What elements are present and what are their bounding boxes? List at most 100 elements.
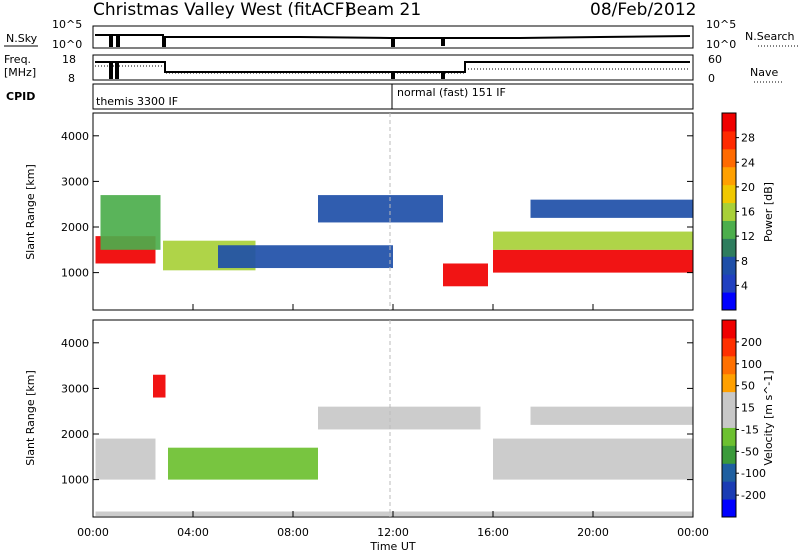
heatmap-region	[493, 438, 693, 480]
nsearch-tick-bottom: 10^0	[706, 38, 736, 51]
nsky-tick-top: 10^5	[52, 18, 82, 31]
freq-tick-top: 18	[62, 53, 76, 66]
colorbar-tick-label: 20	[741, 181, 755, 194]
heatmap-region	[318, 195, 443, 223]
nsearch-label: N.Search	[745, 30, 795, 43]
colorbar-swatch	[722, 373, 736, 393]
heatmap-region	[530, 199, 693, 218]
heatmap-region	[318, 406, 481, 430]
power-colorbar-label: Power [dB]	[762, 182, 775, 242]
power-ylabel: Slant Range [km]	[24, 164, 37, 260]
y-tick-label: 3000	[61, 175, 89, 188]
nsky-panel: N.Sky 10^5 10^0 10^5 10^0 N.Search	[4, 18, 798, 51]
power-panel: 1000 2000 3000 4000 Slant Range [km]	[24, 112, 694, 311]
colorbar-swatch	[722, 409, 736, 428]
heatmap-region	[95, 438, 156, 480]
freq-unit: [MHz]	[4, 66, 36, 79]
velocity-colorbar-label: Velocity [m s^-1]	[762, 370, 775, 465]
y-tick-label: 3000	[61, 382, 89, 395]
colorbar-swatch	[722, 166, 736, 186]
time-x-axis: 00:00 04:00 08:00 12:00 16:00 20:00 00:00	[77, 304, 709, 539]
colorbar-swatch	[722, 256, 736, 275]
colorbar-tick-label: -100	[741, 467, 766, 480]
y-tick-label: 4000	[61, 130, 89, 143]
colorbar-swatch	[722, 463, 736, 482]
nsky-trace	[95, 34, 691, 47]
power-colorbar: 4 8 12 16 20 24 28	[721, 112, 755, 311]
nave-tick-top: 60	[708, 53, 722, 66]
heatmap-region	[153, 374, 166, 398]
colorbar-swatch	[722, 391, 736, 411]
colorbar-swatch	[722, 481, 736, 500]
colorbar-swatch	[722, 148, 736, 168]
x-tick-label: 12:00	[377, 526, 409, 539]
nsky-tick-bottom: 10^0	[52, 38, 82, 51]
cpid-panel: CPID themis 3300 IF normal (fast) 151 IF	[6, 83, 694, 110]
colorbar-tick-label: 24	[741, 156, 755, 169]
colorbar-swatch	[722, 427, 736, 446]
colorbar-swatch	[722, 445, 736, 464]
freq-tick-bottom: 8	[68, 72, 75, 85]
heatmap-region	[218, 245, 393, 269]
freq-panel: Freq. [MHz] 18 8 60 0 Nave	[4, 53, 784, 85]
colorbar-swatch	[722, 355, 736, 375]
station-title: Christmas Valley West (fitACF)	[93, 0, 351, 20]
colorbar-swatch	[722, 202, 736, 221]
colorbar-tick-label: 200	[741, 336, 762, 349]
colorbar-tick-label: 100	[741, 358, 762, 371]
colorbar-tick-label: -200	[741, 489, 766, 502]
nave-label: Nave	[750, 66, 778, 79]
x-tick-label: 04:00	[177, 526, 209, 539]
colorbar-swatch	[722, 320, 736, 339]
cpid-label: CPID	[6, 90, 35, 103]
colorbar-tick-label: -50	[741, 445, 759, 458]
xlabel: Time UT	[369, 540, 415, 553]
heatmap-region	[530, 406, 693, 425]
cpid-mode-1: themis 3300 IF	[96, 95, 178, 108]
colorbar-swatch	[722, 113, 736, 132]
freq-label: Freq.	[4, 53, 31, 66]
beam-label: Beam 21	[345, 0, 421, 20]
nsearch-tick-top: 10^5	[706, 18, 736, 31]
date-label: 08/Feb/2012	[590, 0, 696, 20]
y-tick-label: 2000	[61, 221, 89, 234]
power-y-axis: 1000 2000 3000 4000	[61, 130, 693, 280]
colorbar-swatch	[722, 337, 736, 357]
colorbar-swatch	[722, 274, 736, 293]
velocity-colorbar: 200 100 50 15 -15 -50 -100 -200	[721, 319, 766, 518]
nave-tick-bottom: 0	[708, 72, 715, 85]
colorbar-tick-label: 8	[741, 255, 748, 268]
colorbar-swatch	[722, 292, 736, 311]
colorbar-frame	[721, 319, 737, 518]
velocity-heatmap-cells	[95, 374, 693, 517]
x-tick-label: 00:00	[77, 526, 109, 539]
x-tick-label: 00:00	[677, 526, 709, 539]
y-tick-label: 1000	[61, 267, 89, 280]
heatmap-region	[100, 195, 161, 250]
colorbar-tick-label: 12	[741, 230, 755, 243]
colorbar-tick-label: 28	[741, 132, 755, 145]
freq-trace	[95, 61, 690, 79]
heatmap-region	[95, 511, 693, 517]
colorbar-tick-label: 4	[741, 279, 748, 292]
colorbar-swatch	[722, 220, 736, 239]
heatmap-region	[443, 263, 488, 287]
colorbar-tick-label: 50	[741, 380, 755, 393]
colorbar-tick-label: 16	[741, 206, 755, 219]
x-tick-label: 08:00	[277, 526, 309, 539]
y-tick-label: 4000	[61, 337, 89, 350]
cpid-mode-2: normal (fast) 151 IF	[397, 86, 506, 99]
x-tick-label: 16:00	[477, 526, 509, 539]
power-heatmap-cells	[95, 195, 693, 287]
x-tick-label: 20:00	[577, 526, 609, 539]
velocity-ylabel: Slant Range [km]	[24, 370, 37, 466]
y-tick-label: 2000	[61, 428, 89, 441]
heatmap-region	[493, 249, 693, 273]
colorbar-swatch	[722, 238, 736, 257]
nsky-label: N.Sky	[6, 32, 38, 45]
colorbar-swatch	[722, 499, 736, 518]
heatmap-region	[493, 231, 693, 250]
colorbar-tick-label: 15	[741, 402, 755, 415]
